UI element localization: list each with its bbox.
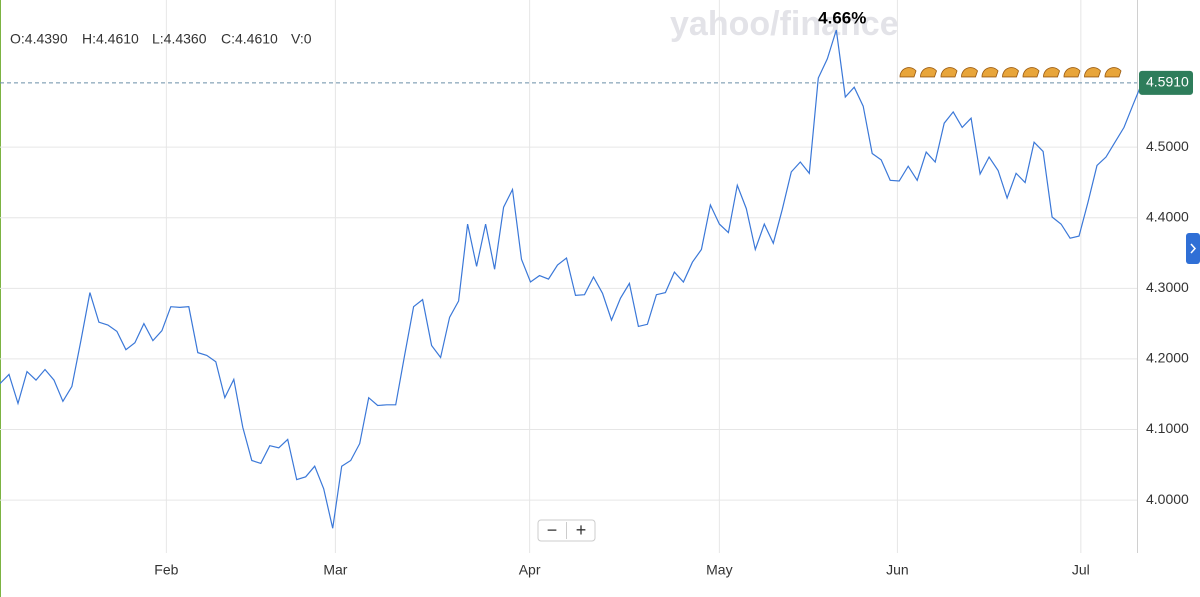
zoom-controls: − + bbox=[537, 519, 596, 542]
ohlc-value: L:4.4360 bbox=[152, 31, 207, 47]
side-tab-arrow bbox=[1190, 243, 1197, 254]
taco-icon bbox=[920, 67, 937, 78]
x-tick-label: Mar bbox=[323, 562, 347, 578]
taco-icon bbox=[1084, 67, 1101, 78]
taco-row bbox=[899, 67, 1122, 78]
ohlc-value: C:4.4610 bbox=[221, 31, 278, 47]
taco-icon bbox=[899, 67, 917, 78]
last-price-label: 4.5910 bbox=[1146, 74, 1189, 90]
y-tick-label: 4.5000 bbox=[1146, 138, 1189, 154]
ohlc-value: O:4.4390 bbox=[10, 31, 68, 47]
taco-icon bbox=[1022, 67, 1040, 78]
x-tick-label: May bbox=[706, 562, 732, 578]
taco-icon bbox=[1063, 67, 1081, 78]
x-tick-label: Feb bbox=[154, 562, 178, 578]
price-line bbox=[0, 29, 1143, 529]
x-tick-label: Apr bbox=[519, 562, 541, 578]
ohlc-value: H:4.4610 bbox=[82, 31, 139, 47]
y-tick-label: 4.4000 bbox=[1146, 208, 1189, 224]
taco-icon bbox=[1043, 67, 1060, 78]
ohlc: O:4.4390 H:4.4610 L:4.4360 C:4.4610 V:0 bbox=[10, 31, 312, 47]
last-price-box bbox=[1139, 70, 1193, 95]
taco-icon bbox=[940, 67, 958, 78]
y-tick-label: 4.1000 bbox=[1146, 420, 1189, 436]
side-tab[interactable] bbox=[1186, 233, 1200, 264]
zoom-in[interactable]: + bbox=[576, 520, 587, 540]
peak-annotation: 4.66% bbox=[818, 8, 866, 27]
y-tick-label: 4.3000 bbox=[1146, 279, 1189, 295]
taco-icon bbox=[1104, 67, 1122, 78]
y-tick-label: 4.0000 bbox=[1146, 491, 1189, 507]
watermark: yahoo/finance bbox=[670, 5, 899, 43]
x-tick-label: Jul bbox=[1072, 562, 1090, 578]
taco-icon bbox=[1002, 67, 1019, 78]
grid bbox=[0, 0, 1137, 553]
y-tick-label: 4.2000 bbox=[1146, 350, 1189, 366]
ohlc-value: V:0 bbox=[291, 31, 312, 47]
taco-icon bbox=[981, 67, 999, 78]
x-tick-label: Jun bbox=[886, 562, 909, 578]
zoom-out[interactable]: − bbox=[547, 520, 558, 540]
taco-icon bbox=[961, 67, 978, 78]
